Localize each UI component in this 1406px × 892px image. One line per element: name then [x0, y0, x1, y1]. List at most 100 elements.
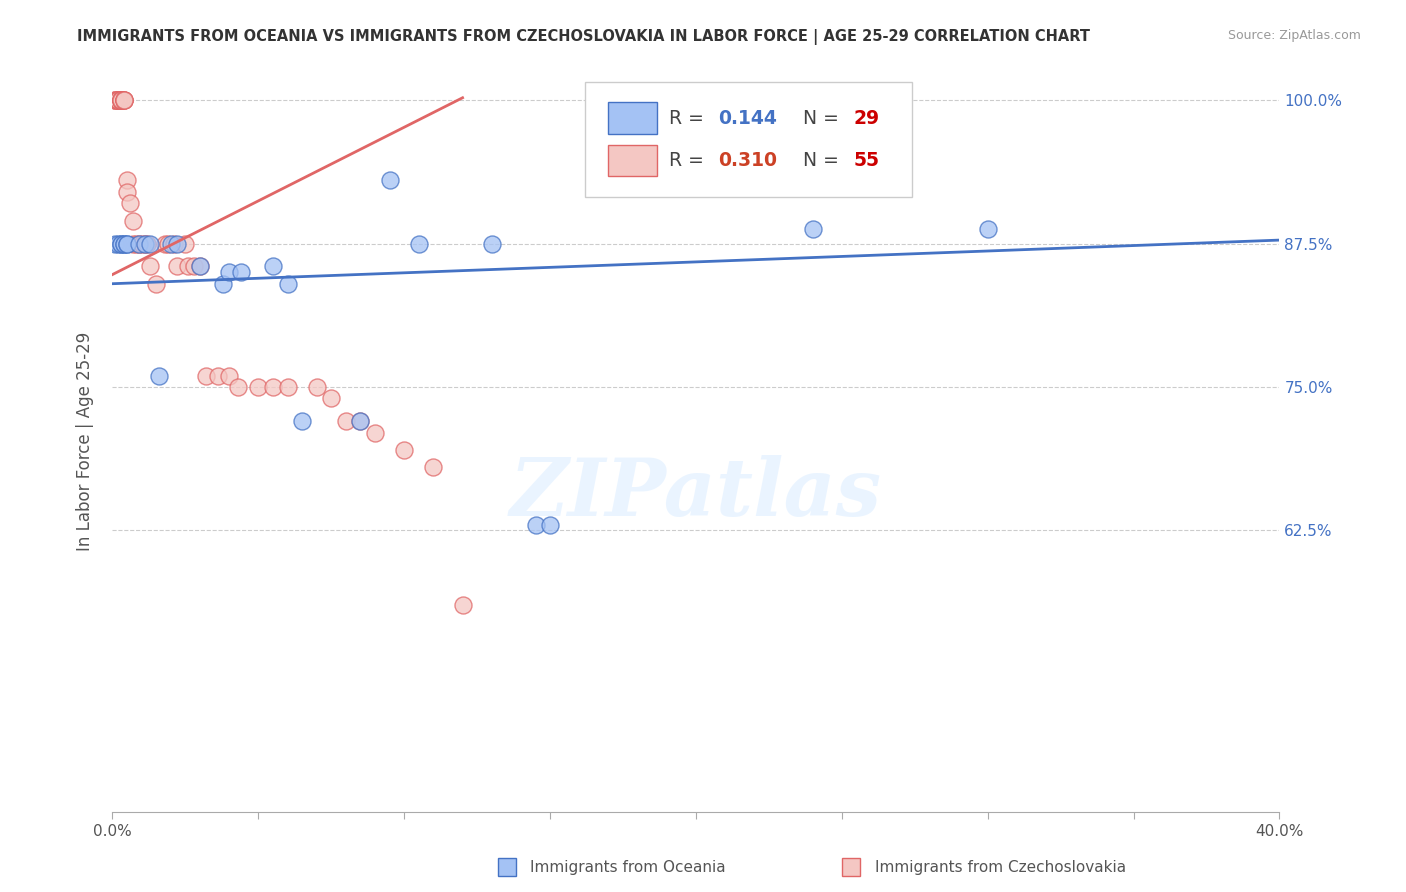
Point	[166, 260, 188, 274]
Point	[128, 236, 150, 251]
Point	[107, 93, 129, 107]
Point	[156, 236, 179, 251]
Point	[118, 196, 141, 211]
Y-axis label: In Labor Force | Age 25-29: In Labor Force | Age 25-29	[76, 332, 94, 551]
Point	[276, 380, 298, 394]
Point	[166, 236, 188, 251]
Point	[262, 380, 284, 394]
Point	[112, 93, 135, 107]
Point	[305, 380, 328, 394]
Text: 29: 29	[853, 109, 880, 128]
Text: N =: N =	[803, 109, 845, 128]
Point	[139, 236, 162, 251]
Point	[122, 213, 145, 227]
Point	[188, 260, 211, 274]
Text: N =: N =	[803, 151, 845, 169]
Point	[349, 414, 371, 428]
Point	[538, 517, 561, 532]
Text: 55: 55	[853, 151, 880, 169]
Point	[104, 93, 127, 107]
Text: R =: R =	[669, 109, 710, 128]
Point	[104, 236, 127, 251]
Point	[212, 277, 235, 291]
Point	[183, 260, 205, 274]
Point	[207, 368, 229, 383]
Point	[112, 236, 135, 251]
Point	[110, 93, 132, 107]
Point	[107, 93, 129, 107]
Point	[481, 236, 503, 251]
Point	[364, 425, 387, 440]
FancyBboxPatch shape	[585, 82, 912, 197]
Point	[276, 277, 298, 291]
Point	[174, 236, 197, 251]
Point	[160, 236, 183, 251]
Point	[408, 236, 430, 251]
Point	[110, 93, 132, 107]
Point	[112, 93, 135, 107]
Point	[112, 93, 135, 107]
Text: IMMIGRANTS FROM OCEANIA VS IMMIGRANTS FROM CZECHOSLOVAKIA IN LABOR FORCE | AGE 2: IMMIGRANTS FROM OCEANIA VS IMMIGRANTS FR…	[77, 29, 1090, 45]
Point	[139, 260, 162, 274]
Point	[801, 221, 824, 235]
Point	[134, 236, 156, 251]
Point	[422, 460, 444, 475]
Point	[104, 93, 127, 107]
Point	[110, 93, 132, 107]
Point	[110, 93, 132, 107]
Point	[349, 414, 371, 428]
Point	[125, 236, 148, 251]
Point	[321, 392, 343, 406]
Point	[110, 93, 132, 107]
Point	[110, 93, 132, 107]
Point	[110, 236, 132, 251]
Point	[115, 236, 138, 251]
Point	[218, 368, 240, 383]
Point	[110, 236, 132, 251]
Point	[394, 443, 416, 458]
Point	[163, 236, 186, 251]
Point	[177, 260, 200, 274]
Point	[226, 380, 249, 394]
Point	[218, 265, 240, 279]
Point	[148, 368, 170, 383]
Text: R =: R =	[669, 151, 710, 169]
Point	[107, 93, 129, 107]
Point	[524, 517, 547, 532]
Point	[291, 414, 314, 428]
Point	[134, 236, 156, 251]
Point	[107, 93, 129, 107]
Point	[194, 368, 217, 383]
Point	[451, 598, 474, 612]
Point	[262, 260, 284, 274]
Point	[115, 185, 138, 199]
Point	[115, 173, 138, 187]
Point	[122, 236, 145, 251]
Point	[131, 236, 153, 251]
Text: ZIPatlas: ZIPatlas	[510, 455, 882, 533]
Point	[136, 236, 159, 251]
Text: 0.310: 0.310	[718, 151, 778, 169]
Text: Source: ZipAtlas.com: Source: ZipAtlas.com	[1227, 29, 1361, 43]
Point	[115, 236, 138, 251]
Point	[378, 173, 401, 187]
Point	[104, 93, 127, 107]
FancyBboxPatch shape	[609, 145, 658, 176]
Point	[112, 236, 135, 251]
Point	[335, 414, 357, 428]
Point	[229, 265, 252, 279]
FancyBboxPatch shape	[609, 103, 658, 134]
Text: Immigrants from Oceania: Immigrants from Oceania	[530, 860, 725, 874]
Point	[128, 236, 150, 251]
Point	[153, 236, 176, 251]
Point	[110, 93, 132, 107]
Text: Immigrants from Czechoslovakia: Immigrants from Czechoslovakia	[875, 860, 1126, 874]
Point	[107, 236, 129, 251]
Point	[247, 380, 270, 394]
Point	[145, 277, 167, 291]
Point	[188, 260, 211, 274]
Point	[107, 93, 129, 107]
Point	[976, 221, 998, 235]
Point	[107, 93, 129, 107]
Text: 0.144: 0.144	[718, 109, 778, 128]
